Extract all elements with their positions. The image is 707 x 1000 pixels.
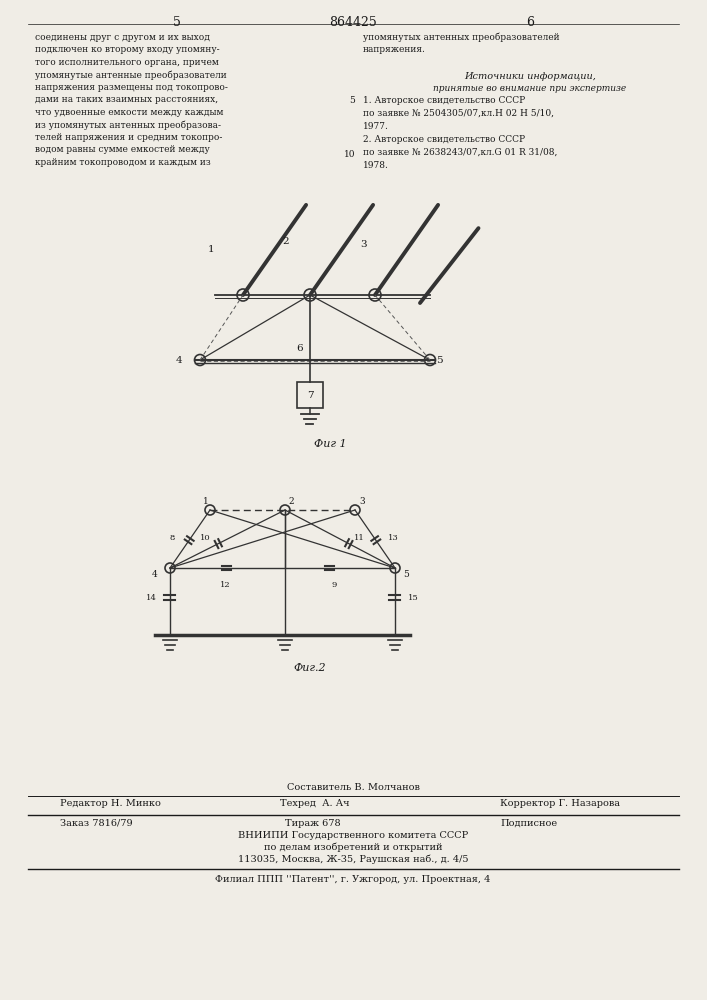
Text: 10: 10 — [344, 150, 355, 159]
Text: крайним токопроводом и каждым из: крайним токопроводом и каждым из — [35, 158, 211, 167]
Text: что удвоенные емкости между каждым: что удвоенные емкости между каждым — [35, 108, 223, 117]
Text: 6: 6 — [297, 344, 303, 353]
Text: 7: 7 — [307, 390, 313, 399]
Text: Редактор Н. Минко: Редактор Н. Минко — [60, 799, 161, 808]
Text: 1: 1 — [208, 245, 215, 254]
Text: 6: 6 — [526, 16, 534, 29]
Text: по заявке № 2504305/07,кл.Н 02 Н 5/10,: по заявке № 2504305/07,кл.Н 02 Н 5/10, — [363, 109, 554, 118]
Text: 3: 3 — [360, 240, 367, 249]
Text: водом равны сумме емкостей между: водом равны сумме емкостей между — [35, 145, 210, 154]
Text: 15: 15 — [408, 593, 419, 601]
Text: соединены друг с другом и их выход: соединены друг с другом и их выход — [35, 33, 210, 42]
Text: Подписное: Подписное — [500, 819, 557, 828]
Text: Филиал ППП ''Патент'', г. Ужгород, ул. Проектная, 4: Филиал ППП ''Патент'', г. Ужгород, ул. П… — [216, 875, 491, 884]
Text: телей напряжения и средним токопро-: телей напряжения и средним токопро- — [35, 133, 223, 142]
Text: по делам изобретений и открытий: по делам изобретений и открытий — [264, 843, 443, 852]
Text: ВНИИПИ Государственного комитета СССР: ВНИИПИ Государственного комитета СССР — [238, 831, 468, 840]
Text: 2. Авторское свидетельство СССР: 2. Авторское свидетельство СССР — [363, 135, 525, 144]
Text: 1. Авторское свидетельство СССР: 1. Авторское свидетельство СССР — [363, 96, 525, 105]
Text: 9: 9 — [332, 581, 337, 589]
Text: подключен ко второму входу упомяну-: подключен ко второму входу упомяну- — [35, 45, 220, 54]
Text: дами на таких взаимных расстояниях,: дами на таких взаимных расстояниях, — [35, 96, 218, 104]
Text: 12: 12 — [220, 581, 230, 589]
Text: 2: 2 — [282, 237, 288, 246]
Text: 5: 5 — [403, 570, 409, 579]
Text: 113035, Москва, Ж-35, Раушская наб., д. 4/5: 113035, Москва, Ж-35, Раушская наб., д. … — [238, 855, 468, 864]
Text: 14: 14 — [146, 593, 157, 601]
Text: 5: 5 — [349, 96, 355, 105]
Text: 5: 5 — [173, 16, 181, 29]
Text: напряжения размещены под токопрово-: напряжения размещены под токопрово- — [35, 83, 228, 92]
Text: напряжения.: напряжения. — [363, 45, 426, 54]
Text: 5: 5 — [436, 356, 443, 365]
Text: 2: 2 — [288, 497, 293, 506]
Text: упомянутых антенных преобразователей: упомянутых антенных преобразователей — [363, 33, 560, 42]
Text: 1977.: 1977. — [363, 122, 389, 131]
Text: того исполнительного органа, причем: того исполнительного органа, причем — [35, 58, 218, 67]
Text: 11: 11 — [354, 534, 365, 542]
Text: Фиг 1: Фиг 1 — [314, 439, 346, 449]
Text: 10: 10 — [199, 534, 210, 542]
Text: Составитель В. Молчанов: Составитель В. Молчанов — [286, 783, 419, 792]
Text: Техред  А. Ач: Техред А. Ач — [280, 799, 349, 808]
Text: Корректор Г. Назарова: Корректор Г. Назарова — [500, 799, 620, 808]
Text: 864425: 864425 — [329, 16, 377, 29]
Text: 4: 4 — [176, 356, 182, 365]
Text: Тираж 678: Тираж 678 — [285, 819, 341, 828]
Text: 13: 13 — [388, 534, 399, 542]
Text: по заявке № 2638243/07,кл.G 01 R 31/08,: по заявке № 2638243/07,кл.G 01 R 31/08, — [363, 148, 557, 157]
Text: принятые во внимание при экспертизе: принятые во внимание при экспертизе — [433, 84, 626, 93]
Text: упомянутые антенные преобразователи: упомянутые антенные преобразователи — [35, 70, 227, 80]
Text: 1: 1 — [203, 497, 209, 506]
Text: из упомянутых антенных преобразова-: из упомянутых антенных преобразова- — [35, 120, 221, 130]
Text: Фиг.2: Фиг.2 — [293, 663, 327, 673]
Text: Источники информации,: Источники информации, — [464, 72, 596, 81]
Text: 1978.: 1978. — [363, 161, 389, 170]
Text: Заказ 7816/79: Заказ 7816/79 — [60, 819, 133, 828]
Text: 3: 3 — [359, 497, 365, 506]
Text: 4: 4 — [152, 570, 158, 579]
Bar — [297, 382, 323, 408]
Text: 8: 8 — [170, 534, 175, 542]
